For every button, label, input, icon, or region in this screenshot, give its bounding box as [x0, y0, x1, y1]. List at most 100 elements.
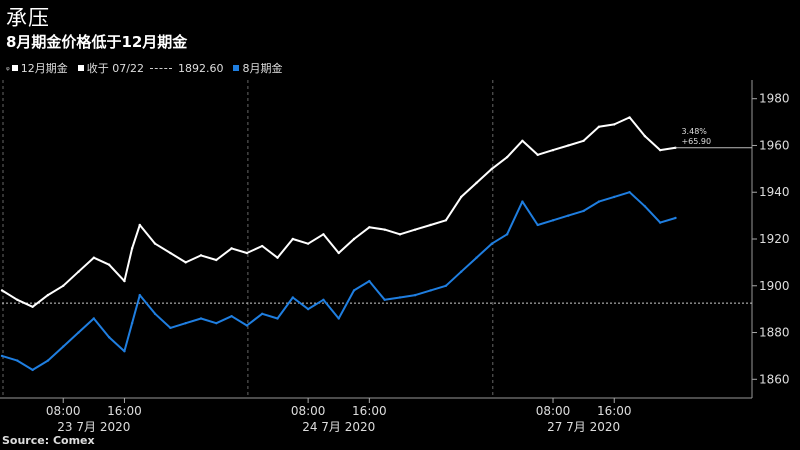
data-point	[16, 359, 19, 362]
data-point	[261, 312, 264, 316]
y-tick-label-1: 1880	[759, 326, 790, 340]
data-point	[597, 125, 601, 128]
data-point	[123, 279, 126, 283]
data-point	[613, 123, 616, 126]
series-line-0	[1, 116, 676, 308]
data-point	[199, 254, 203, 257]
legend-item-close: 收于 07/22 1892.60	[77, 60, 224, 76]
legend-label-dec: 12月期金	[20, 62, 68, 75]
data-point	[306, 307, 310, 311]
data-point	[199, 317, 203, 320]
data-point	[107, 263, 111, 266]
data-point	[429, 223, 432, 227]
data-point	[643, 205, 647, 208]
data-point	[383, 298, 386, 301]
y-tick-label-6: 1980	[759, 92, 790, 106]
data-point	[505, 233, 509, 236]
data-point	[92, 317, 96, 320]
abs-change-label: +65.90	[681, 137, 711, 146]
y-tick-label-4: 1940	[759, 185, 790, 199]
data-point	[521, 200, 524, 203]
data-point	[77, 331, 80, 334]
data-point	[153, 312, 157, 316]
data-point	[230, 314, 233, 318]
data-point	[505, 155, 509, 159]
y-tick-label-0: 1860	[759, 372, 790, 386]
data-point	[521, 139, 524, 142]
series-line-1	[1, 191, 676, 371]
data-point	[215, 321, 218, 325]
data-point	[398, 296, 402, 299]
data-point	[536, 153, 539, 157]
x-tick-label-4: 08:00	[536, 404, 571, 418]
x-tick-label-1: 16:00	[107, 404, 142, 418]
x-tick-label-2: 08:00	[291, 404, 326, 418]
data-point	[322, 298, 325, 301]
data-point	[169, 251, 172, 255]
data-point	[0, 354, 4, 358]
data-point	[0, 289, 4, 292]
pct-change-label: 3.48%	[681, 127, 707, 136]
data-point	[490, 167, 493, 171]
data-point	[153, 242, 157, 245]
data-point	[414, 228, 417, 231]
legend-swatch-close	[77, 65, 84, 71]
data-point	[459, 195, 463, 199]
data-point	[613, 195, 616, 199]
legend-swatch-white	[11, 65, 18, 71]
data-point	[16, 298, 19, 301]
legend-label-close: 收于 07/22	[86, 62, 144, 75]
x-date-label-1: 24 7月 2020	[302, 420, 375, 434]
legend-item-aug: 8月期金	[233, 60, 282, 76]
data-point	[674, 216, 677, 220]
data-point	[444, 219, 448, 222]
data-point	[322, 233, 325, 236]
data-point	[658, 148, 662, 152]
data-point	[628, 191, 631, 194]
data-point	[261, 244, 264, 248]
source-note: Source: Comex	[2, 434, 95, 447]
data-point	[77, 270, 80, 273]
data-point	[230, 247, 233, 250]
legend-label-aug: 8月期金	[242, 62, 283, 75]
data-point	[414, 293, 417, 297]
legend-dash-line	[149, 67, 172, 69]
data-point	[337, 317, 340, 320]
x-tick-label-5: 16:00	[597, 404, 632, 418]
data-point	[62, 345, 65, 348]
data-point	[368, 279, 371, 283]
data-point	[475, 256, 478, 259]
data-point	[444, 284, 448, 287]
chart-subtitle: 8月期金价格低于12月期金	[6, 33, 188, 51]
data-point	[658, 221, 662, 224]
y-tick-label-5: 1960	[759, 138, 790, 152]
data-point	[475, 181, 478, 185]
data-point	[138, 293, 141, 297]
data-point	[628, 116, 631, 119]
data-point	[31, 305, 34, 309]
legend-close-value: 1892.60	[177, 61, 224, 75]
data-point	[184, 321, 187, 325]
data-point	[306, 242, 310, 245]
legend-prefix: ᵩ	[6, 63, 10, 73]
data-point	[368, 226, 371, 229]
data-point	[551, 148, 555, 152]
data-point	[31, 368, 34, 372]
data-point	[138, 223, 141, 227]
data-point	[245, 251, 249, 255]
data-point	[459, 270, 463, 273]
data-point	[567, 144, 570, 147]
data-point	[352, 237, 356, 241]
x-tick-label-3: 16:00	[352, 404, 387, 418]
data-point	[582, 209, 585, 213]
data-point	[291, 296, 295, 299]
data-point	[46, 293, 50, 297]
data-point	[337, 251, 340, 255]
y-tick-label-3: 1920	[759, 232, 790, 246]
data-point	[276, 256, 279, 259]
y-tick-label-2: 1900	[759, 279, 790, 293]
data-point	[184, 261, 187, 264]
data-point	[383, 228, 386, 231]
data-point	[597, 200, 601, 203]
